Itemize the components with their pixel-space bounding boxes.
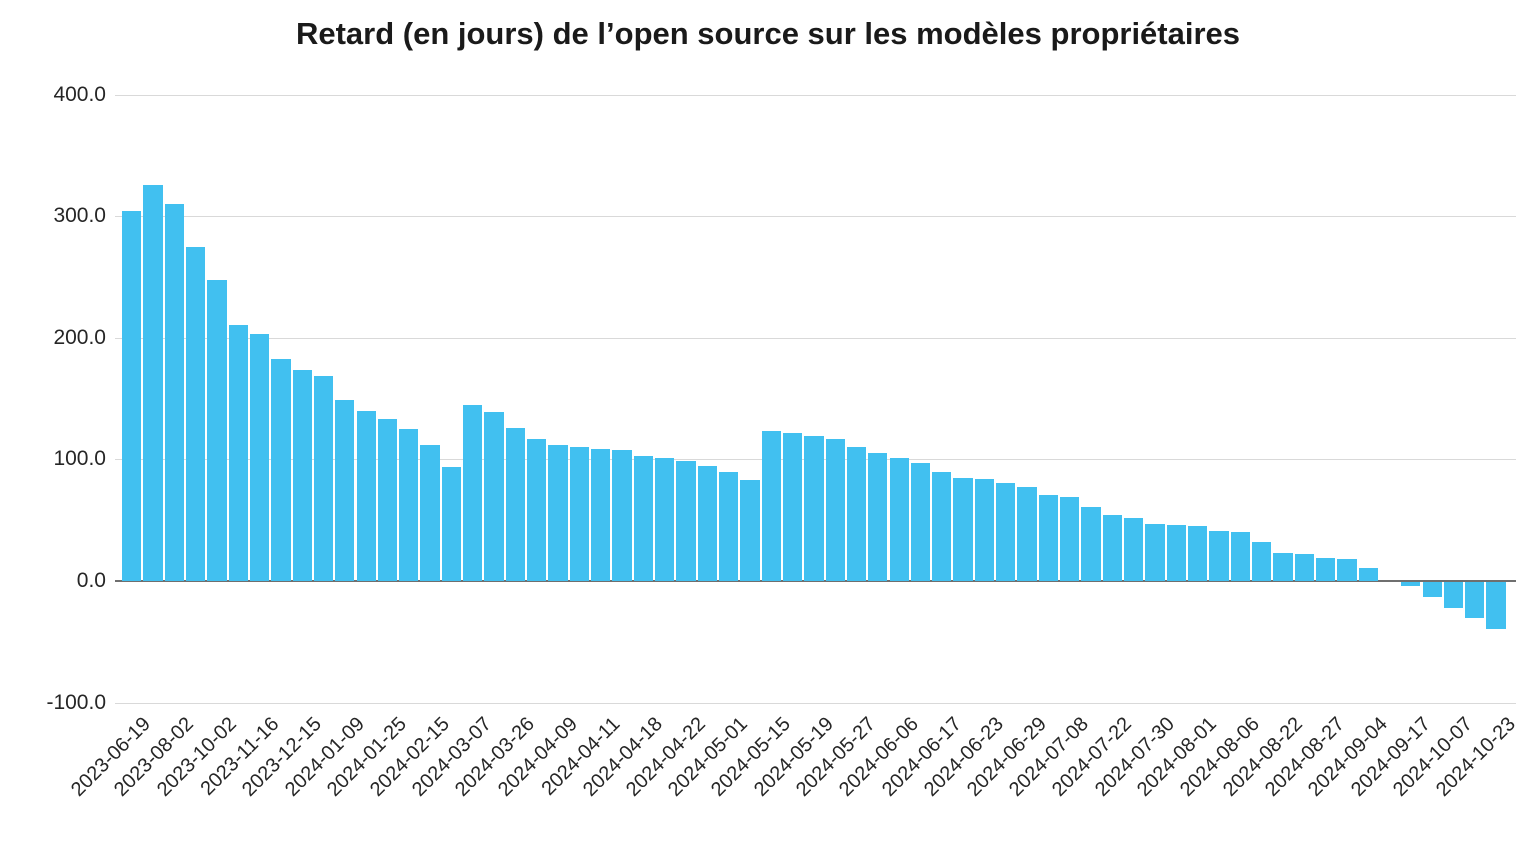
bar bbox=[1060, 497, 1080, 581]
bar bbox=[249, 334, 270, 581]
bar bbox=[1124, 517, 1144, 581]
bar bbox=[1358, 567, 1378, 581]
bar bbox=[1209, 531, 1229, 581]
bar bbox=[1294, 554, 1314, 581]
bar bbox=[782, 432, 803, 581]
bar bbox=[1230, 532, 1250, 581]
bar bbox=[804, 436, 824, 581]
bar bbox=[868, 453, 888, 581]
bar bbox=[633, 455, 653, 581]
bar bbox=[761, 431, 781, 581]
bar bbox=[441, 466, 462, 581]
bar bbox=[612, 449, 632, 581]
y-tick-label: 400.0 bbox=[53, 82, 106, 106]
bar bbox=[1315, 557, 1336, 581]
bar bbox=[527, 438, 547, 581]
bar bbox=[996, 482, 1016, 581]
bar bbox=[420, 444, 440, 581]
bar bbox=[1486, 582, 1506, 630]
bar bbox=[207, 279, 227, 581]
bar bbox=[697, 465, 717, 581]
bar bbox=[377, 419, 398, 581]
bar bbox=[356, 410, 376, 581]
y-tick-label: -100.0 bbox=[46, 690, 106, 714]
bar bbox=[1422, 582, 1442, 597]
bar bbox=[122, 211, 142, 581]
y-tick-label: 300.0 bbox=[53, 204, 106, 228]
bar bbox=[591, 448, 611, 581]
bar bbox=[676, 460, 696, 581]
bar bbox=[1145, 523, 1165, 581]
bar bbox=[825, 438, 845, 581]
bar bbox=[718, 471, 739, 581]
bar bbox=[463, 404, 483, 581]
bar bbox=[1038, 494, 1059, 581]
bar bbox=[505, 427, 526, 581]
bar bbox=[1081, 506, 1101, 581]
bar bbox=[1465, 582, 1485, 619]
bar bbox=[1273, 553, 1293, 581]
bar bbox=[1337, 559, 1357, 581]
y-tick-label: 100.0 bbox=[53, 447, 106, 471]
bar bbox=[953, 477, 973, 581]
bar bbox=[335, 399, 355, 581]
gridline bbox=[115, 94, 1516, 96]
bar bbox=[228, 324, 248, 581]
bar bbox=[1166, 525, 1186, 581]
bar bbox=[1102, 515, 1123, 581]
bar bbox=[889, 458, 909, 581]
zero-gridline bbox=[115, 580, 1516, 582]
bar bbox=[932, 471, 952, 581]
bar bbox=[484, 412, 504, 581]
bar bbox=[292, 369, 312, 581]
bar bbox=[399, 429, 419, 581]
bar bbox=[974, 478, 995, 581]
chart-title: Retard (en jours) de l’open source sur l… bbox=[295, 16, 1241, 51]
bar bbox=[143, 184, 163, 581]
bar bbox=[1401, 582, 1421, 586]
y-tick-label: 200.0 bbox=[53, 325, 106, 349]
bar bbox=[910, 463, 931, 581]
bar bbox=[1017, 487, 1037, 581]
bar bbox=[1188, 526, 1208, 581]
bar bbox=[1443, 582, 1464, 608]
gridline bbox=[115, 337, 1516, 339]
bar bbox=[1251, 542, 1272, 581]
bar bbox=[313, 375, 334, 581]
gridline bbox=[115, 216, 1516, 218]
bar bbox=[655, 458, 675, 581]
y-tick-label: 0.0 bbox=[76, 569, 106, 592]
bar bbox=[185, 246, 206, 581]
bar bbox=[164, 204, 184, 581]
bar bbox=[569, 447, 590, 581]
bar bbox=[740, 480, 760, 581]
gridline bbox=[115, 702, 1516, 704]
bar bbox=[548, 444, 568, 581]
bar bbox=[846, 447, 867, 581]
bar bbox=[271, 358, 291, 581]
